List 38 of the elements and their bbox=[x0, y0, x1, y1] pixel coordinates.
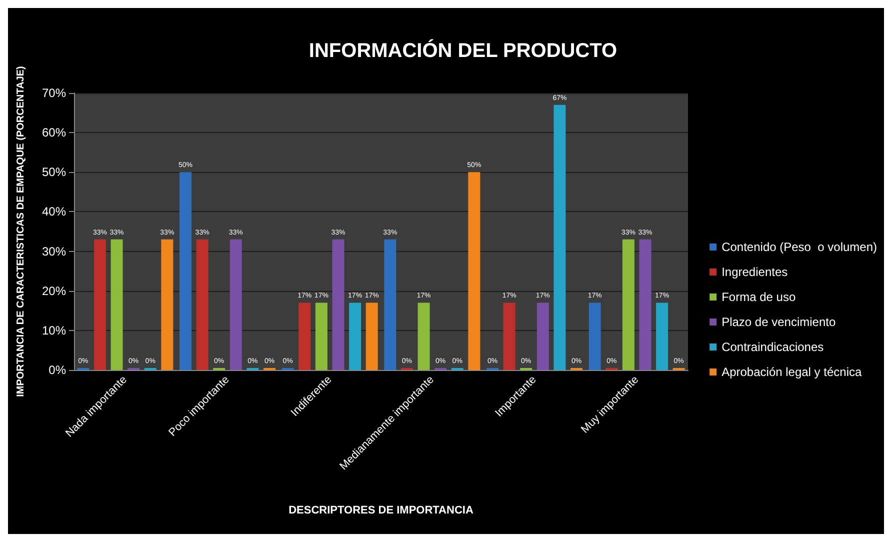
bar bbox=[384, 239, 396, 370]
bar bbox=[110, 239, 123, 370]
bar bbox=[656, 302, 668, 370]
y-tick-label: 60% bbox=[42, 126, 66, 140]
bar bbox=[349, 302, 362, 370]
legend-label: Forma de uso bbox=[722, 290, 796, 304]
y-tick-label: 0% bbox=[48, 363, 66, 377]
bar bbox=[332, 239, 344, 370]
bar bbox=[554, 104, 566, 370]
y-axis-title: IMPORTANCIA DE CARACTERISTICAS DE EMPAQUE (PORCENTAJE) bbox=[16, 66, 26, 397]
bar bbox=[588, 302, 601, 370]
bar bbox=[639, 239, 652, 370]
bar bbox=[230, 239, 242, 370]
bar bbox=[298, 302, 311, 370]
y-tick-label: 40% bbox=[42, 204, 66, 219]
x-axis-title: DESCRIPTORES DE IMPORTANCIA bbox=[288, 504, 474, 516]
y-tick-label: 30% bbox=[42, 244, 66, 258]
bar bbox=[94, 239, 106, 370]
bar bbox=[468, 172, 480, 370]
legend-label: Plazo de vencimiento bbox=[722, 315, 836, 329]
chart-title: INFORMACIÓN DEL PRODUCTO bbox=[308, 39, 618, 62]
legend-label: Ingredientes bbox=[722, 265, 788, 279]
legend-label: Contraindicaciones bbox=[722, 340, 824, 354]
bar bbox=[161, 239, 174, 370]
legend-label: Aprobación legal y técnica bbox=[722, 365, 862, 379]
bar bbox=[622, 239, 634, 370]
bar bbox=[366, 302, 378, 370]
y-tick-label: 50% bbox=[42, 165, 66, 180]
bar bbox=[418, 302, 430, 370]
legend-label: Contenido (Peso o volumen) bbox=[722, 240, 878, 254]
bar bbox=[503, 302, 516, 370]
y-tick-label: 20% bbox=[42, 284, 66, 298]
bar bbox=[180, 172, 192, 370]
bar bbox=[315, 302, 328, 370]
bar bbox=[196, 239, 208, 370]
y-tick-label: 70% bbox=[42, 86, 66, 100]
y-tick-label: 10% bbox=[42, 323, 66, 338]
bar bbox=[536, 302, 549, 370]
